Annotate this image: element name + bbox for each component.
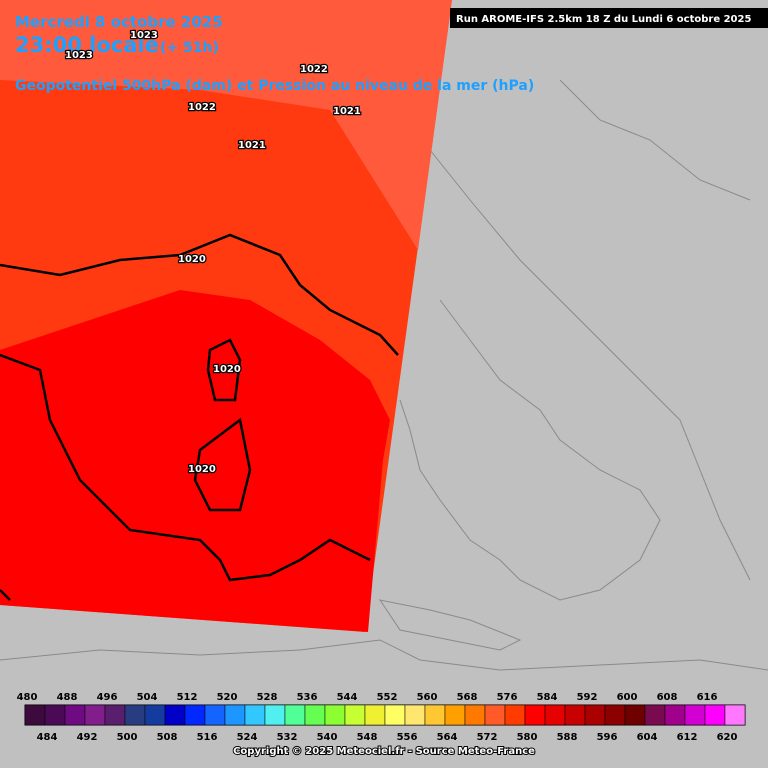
colorbar-label: 508 [157,732,178,743]
isobar-label: 1020 [188,464,216,475]
isobars [0,233,399,601]
colorbar-label: 596 [597,732,618,743]
colorbar-label: 544 [337,692,358,703]
colorbar-label: 556 [397,732,418,743]
colorbar-swatch [504,704,526,726]
colorbar-swatch [384,704,406,726]
colorbar-label: 560 [417,692,438,703]
isobar-label: 1022 [188,102,216,113]
isobar-label: 1021 [238,140,266,151]
colorbar-label: 548 [357,732,378,743]
colorbar-swatch [284,704,306,726]
colorbar-label: 484 [37,732,58,743]
lead-time: (+ 51h) [160,40,219,56]
colorbar-label: 532 [277,732,298,743]
colorbar-swatch [484,704,506,726]
colorbar-swatch [244,704,266,726]
colorbar-swatch [264,704,286,726]
colorbar-label: 580 [517,732,538,743]
colorbar-label: 564 [437,732,458,743]
colorbar-label: 620 [717,732,738,743]
colorbar-swatch [24,704,46,726]
coastlines [0,79,768,671]
colorbar-label: 584 [537,692,558,703]
colorbar-label: 528 [257,692,278,703]
colorbar-swatch [444,704,466,726]
colorbar-label: 524 [237,732,258,743]
subtitle: Geopotentiel 500hPa (dam) et Pression au… [15,78,534,94]
colorbar-swatch [604,704,626,726]
colorbar-swatch [224,704,246,726]
colorbar-swatch [564,704,586,726]
colorbar-swatch [104,704,126,726]
colorbar-swatch [704,704,726,726]
colorbar-label: 540 [317,732,338,743]
colorbar-swatch [464,704,486,726]
isobar-label: 1021 [333,106,361,117]
colorbar-swatch [424,704,446,726]
colorbar-label: 504 [137,692,158,703]
copyright: Copyright © 2025 Meteociel.fr - Source M… [233,746,535,757]
colorbar-swatch [724,704,746,726]
colorbar-swatch [84,704,106,726]
colorbar-swatch [584,704,606,726]
colorbar-label: 612 [677,732,698,743]
colorbar-swatch [124,704,146,726]
colorbar-label: 600 [617,692,638,703]
field-low [0,290,390,632]
colorbar-swatch [684,704,706,726]
colorbar-swatch [184,704,206,726]
isobar-label: 1020 [178,254,206,265]
colorbar-swatch [404,704,426,726]
colorbar-label: 588 [557,732,578,743]
time: 23:00 locale [15,33,159,57]
colorbar-label: 488 [57,692,78,703]
isobar-label: 1020 [213,364,241,375]
colorbar-swatch [364,704,386,726]
colorbar-swatch [544,704,566,726]
colorbar-label: 568 [457,692,478,703]
date: Mercredi 8 octobre 2025 [15,13,223,31]
colorbar-swatch [144,704,166,726]
colorbar-swatch [44,704,66,726]
colorbar-label: 616 [697,692,718,703]
field-high [0,0,452,250]
isobar-label: 1023 [130,30,158,41]
colorbar-label: 592 [577,692,598,703]
colorbar-swatch [204,704,226,726]
colorbar-swatch [624,704,646,726]
isobar-label: 1022 [300,64,328,75]
colorbar-label: 516 [197,732,218,743]
colorbar-swatch [344,704,366,726]
colorbar-label: 576 [497,692,518,703]
colorbar-swatch [524,704,546,726]
colorbar-label: 536 [297,692,318,703]
colorbar-swatch [644,704,666,726]
isobar-label: 1023 [65,50,93,61]
colorbar-label: 572 [477,732,498,743]
colorbar-label: 604 [637,732,658,743]
colorbar-swatch [664,704,686,726]
colorbar-swatch [164,704,186,726]
run-banner [450,8,768,28]
colorbar-label: 552 [377,692,398,703]
colorbar-label: 496 [97,692,118,703]
colorbar-label: 608 [657,692,678,703]
colorbar-label: 500 [117,732,138,743]
run-info: Run AROME-IFS 2.5km 18 Z du Lundi 6 octo… [456,14,751,25]
colorbar-label: 512 [177,692,198,703]
colorbar-swatch [324,704,346,726]
colorbar-label: 520 [217,692,238,703]
colorbar-label: 480 [17,692,38,703]
colorbar-swatch [304,704,326,726]
colorbar-swatch [64,704,86,726]
colorbar-label: 492 [77,732,98,743]
